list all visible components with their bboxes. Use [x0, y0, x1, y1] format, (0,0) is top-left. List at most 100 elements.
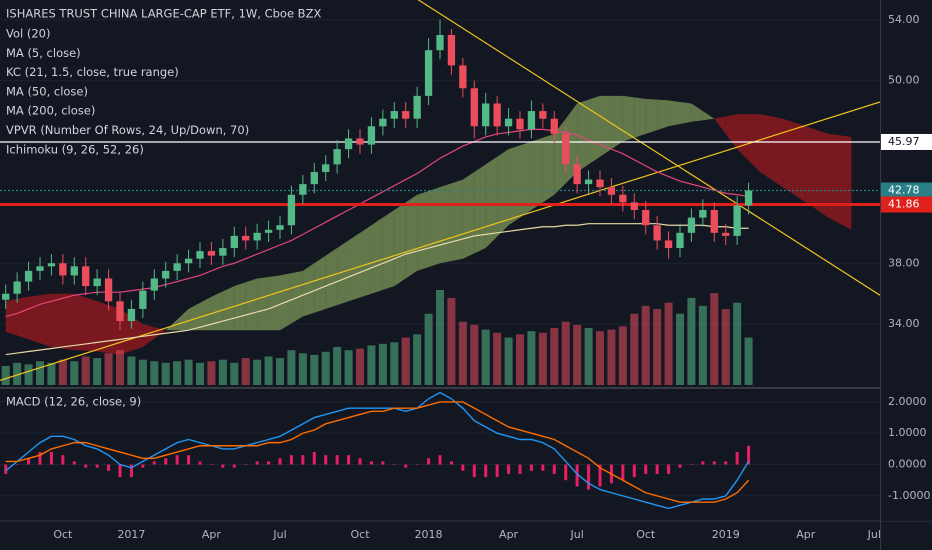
macd-histogram-bar — [152, 461, 156, 465]
macd-histogram-bar — [392, 464, 396, 466]
candle-body — [82, 266, 90, 287]
ichimoku-cloud — [702, 111, 715, 121]
x-tick-label: Apr — [796, 528, 816, 541]
indicator-label: MA (5, close) — [6, 46, 81, 60]
macd-histogram-bar — [118, 464, 122, 478]
ichimoku-cloud — [588, 95, 600, 165]
ichimoku-cloud — [325, 248, 338, 309]
macd-histogram-bar — [4, 464, 8, 474]
axis-corner — [881, 522, 932, 550]
volume-bar — [104, 353, 113, 385]
volume-bar — [721, 309, 730, 385]
volume-bar — [676, 313, 684, 385]
moving-average — [5, 223, 749, 356]
macd-histogram-bar — [301, 455, 305, 465]
volume-bar — [424, 313, 433, 385]
volume-bar — [538, 332, 547, 385]
macd-histogram-bar — [507, 464, 511, 474]
volume-bar — [516, 334, 524, 385]
candle-body — [642, 210, 650, 226]
candle-body — [447, 35, 456, 66]
candle-body — [104, 278, 113, 302]
macd-pane — [0, 391, 880, 510]
indicator-label: VPVR (Number Of Rows, 24, Up/Down, 70) — [6, 123, 249, 137]
ichimoku-cloud — [177, 308, 189, 331]
ichimoku-cloud — [520, 141, 532, 218]
macd-histogram-bar — [552, 464, 556, 474]
candle-body — [173, 263, 181, 271]
volume-bar — [641, 305, 650, 385]
candle-body — [162, 270, 170, 279]
candle-body — [482, 103, 490, 127]
volume-bar — [458, 321, 467, 385]
ichimoku-cloud — [440, 183, 452, 264]
macd-histogram-bar — [381, 461, 385, 465]
macd-histogram-bar — [324, 455, 328, 465]
candle-body — [516, 118, 524, 130]
candle-body — [664, 240, 673, 249]
volume-bar — [504, 337, 513, 385]
macd-histogram-bar — [129, 464, 133, 478]
y-tick-label: 2.0000 — [888, 395, 927, 408]
volume-bar — [81, 356, 90, 385]
volume-bar — [401, 337, 410, 385]
volume-bar — [367, 345, 376, 385]
macd-histogram-bar — [587, 464, 591, 490]
candle-body — [413, 95, 421, 119]
macd-histogram-bar — [518, 464, 522, 474]
ichimoku-cloud — [691, 103, 703, 122]
volume-bar — [493, 332, 502, 385]
candle-body — [322, 164, 330, 172]
macd-histogram-bar — [644, 464, 648, 474]
overlay: 34.00 38.00 50.00 54.00 2.0000 1.0000 0.0000 -1… — [6, 7, 932, 550]
candle-body — [310, 171, 318, 185]
macd-histogram-bar — [438, 455, 442, 465]
candle-body — [2, 293, 10, 300]
ichimoku-cloud — [382, 210, 395, 290]
ichimoku-cloud — [737, 114, 749, 161]
ichimoku-cloud — [371, 217, 383, 294]
candle-body — [744, 190, 753, 206]
candle-body — [379, 118, 387, 127]
candle-body — [13, 281, 21, 294]
candle-body — [196, 251, 204, 259]
macd-histogram-bar — [244, 464, 248, 466]
candle-body — [390, 111, 398, 119]
ichimoku-cloud — [5, 299, 18, 336]
volume-bar — [630, 313, 639, 385]
volume-bar — [378, 343, 387, 385]
ichimoku-cloud — [497, 149, 509, 237]
candle-body — [150, 278, 158, 291]
macd-histogram-bar — [232, 464, 236, 468]
volume-bar — [470, 324, 479, 385]
candle-body — [184, 258, 193, 264]
macd-histogram-bar — [15, 464, 19, 466]
ichimoku-cloud — [782, 118, 795, 195]
ichimoku-cloud — [257, 276, 269, 331]
candle-body — [470, 88, 478, 127]
macd-histogram-bar — [495, 464, 499, 478]
macd-histogram-bar — [655, 464, 659, 474]
y-tick-label: -1.0000 — [888, 489, 930, 502]
candle-body — [550, 118, 558, 134]
x-tick-label: Apr — [202, 528, 222, 541]
volume-bar — [618, 326, 627, 385]
x-tick-label: Oct — [636, 528, 656, 541]
ichimoku-cloud — [634, 97, 646, 138]
ichimoku-cloud — [211, 291, 223, 331]
ichimoku-cloud — [760, 114, 772, 180]
candle-body — [47, 263, 56, 267]
macd-histogram-bar — [449, 461, 453, 465]
ichimoku-cloud — [62, 293, 75, 350]
volume-bar — [390, 342, 399, 385]
ichimoku-cloud — [28, 295, 40, 344]
ichimoku-cloud — [97, 301, 109, 354]
candle-body — [219, 248, 227, 256]
ichimoku-cloud — [200, 296, 212, 331]
macd-histogram-bar — [598, 464, 602, 487]
macd-line — [5, 391, 750, 510]
volume-bar — [93, 358, 102, 385]
candle-body — [619, 194, 627, 203]
price-axis-panel — [881, 0, 932, 521]
y-tick-label: 38.00 — [888, 256, 920, 269]
